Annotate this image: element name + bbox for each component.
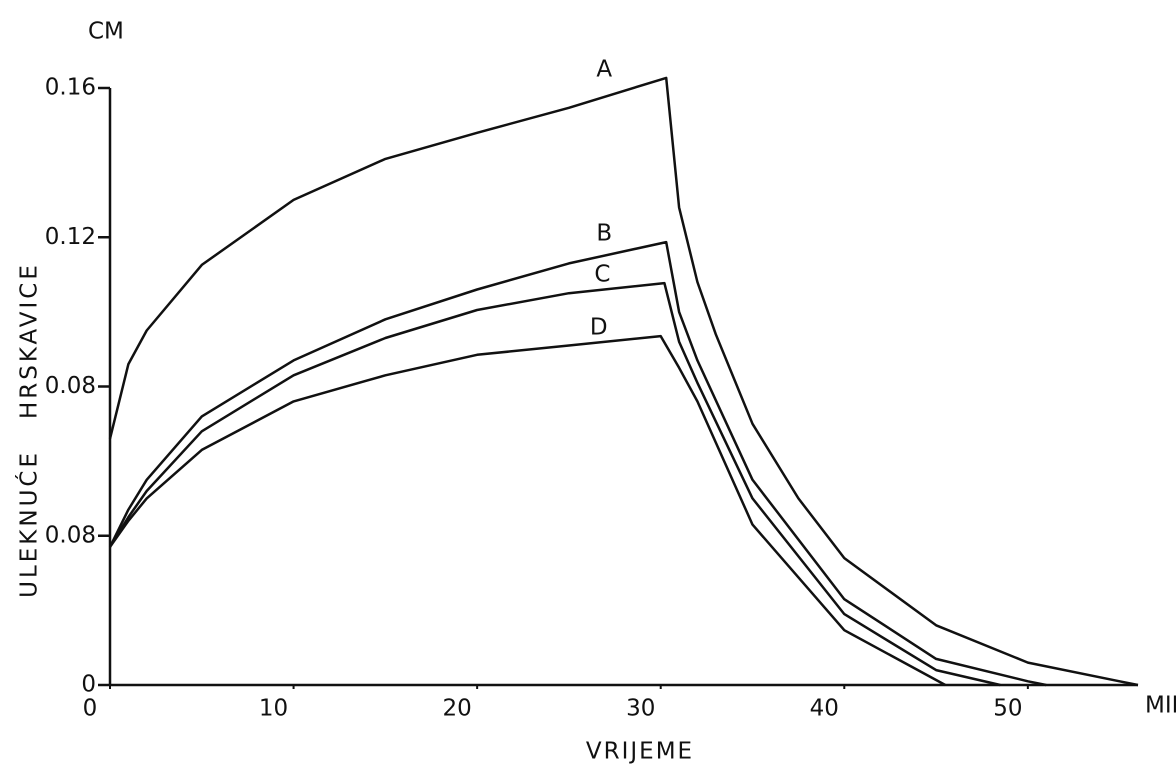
series-label: C — [594, 262, 610, 288]
x-tick-label: 10 — [259, 696, 288, 722]
series-label: B — [596, 221, 612, 247]
series-line — [108, 334, 946, 687]
x-unit-label: MIN — [1145, 693, 1176, 719]
series-label: D — [590, 315, 608, 341]
x-tick-label: 30 — [626, 696, 655, 722]
series-label: A — [596, 56, 612, 82]
x-tick-label: 40 — [810, 696, 839, 722]
y-tick-label: 0.08 — [45, 373, 96, 399]
series-line — [108, 281, 1001, 687]
series-line — [108, 240, 1047, 687]
y-tick-label: 0 — [81, 672, 96, 698]
x-tick-label: 0 — [83, 696, 98, 722]
x-axis-title: VRIJEME — [586, 739, 694, 765]
y-tick-label: 0.16 — [45, 75, 96, 101]
series-line — [108, 76, 1139, 687]
x-tick-label: 50 — [993, 696, 1022, 722]
y-tick-label: 0.12 — [45, 224, 96, 250]
y-axis-title: ULEKNUĆE HRSKAVICE — [15, 262, 43, 598]
y-tick-label: 0.08 — [45, 522, 96, 548]
y-unit-label: CM — [88, 19, 124, 45]
x-tick-label: 20 — [443, 696, 472, 722]
